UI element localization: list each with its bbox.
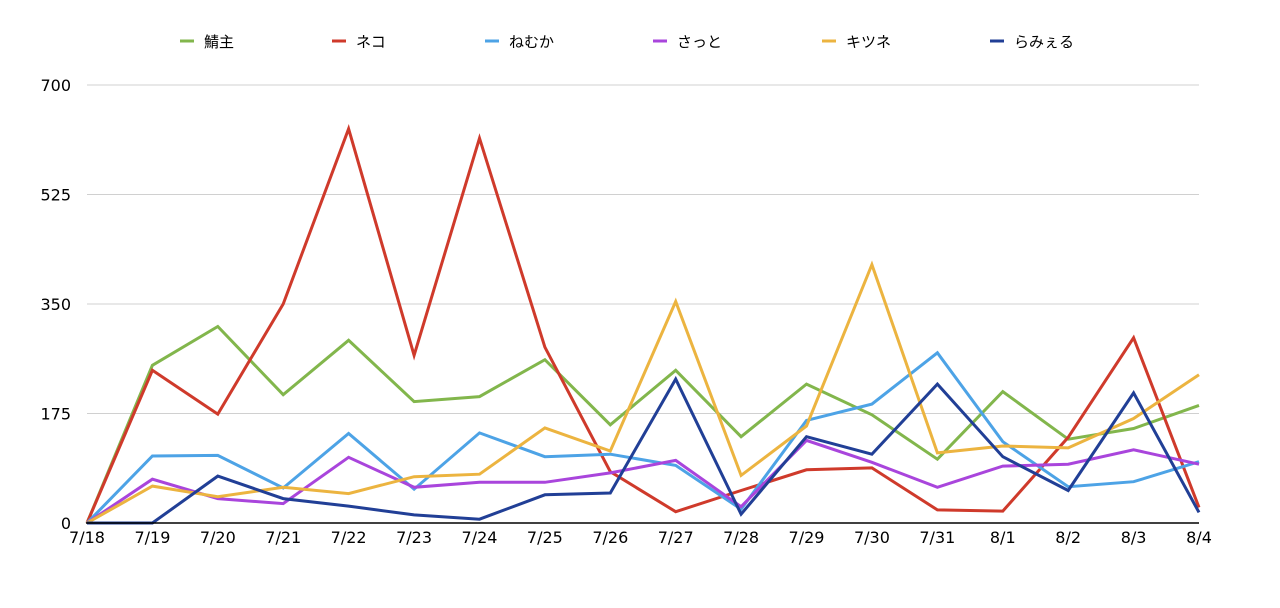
series-line-0 [85,324,1200,524]
legend-label: さっと [677,33,722,51]
x-tick-label: 7/23 [396,528,432,547]
x-tick-label: 7/19 [134,528,170,547]
legend-label: キツネ [846,33,891,51]
x-tick-label: 7/24 [462,528,498,547]
y-tick-label: 175 [40,405,71,424]
legend-label: 鯖主 [204,33,234,51]
series-line-1 [85,124,1201,524]
x-tick-label: 8/2 [1055,528,1081,547]
x-tick-label: 8/3 [1121,528,1147,547]
legend-label: ネコ [356,33,386,51]
legend: 鯖主 ネコ ねむか さっと キツネ らみぇる [180,33,1074,51]
x-tick-label: 7/20 [200,528,236,547]
x-tick-label: 8/4 [1186,528,1212,547]
x-tick-label: 7/27 [658,528,694,547]
x-tick-label: 7/31 [919,528,955,547]
x-tick-label: 7/30 [854,528,890,547]
x-tick-label: 7/21 [265,528,301,547]
grid-lines [87,84,1199,414]
x-tick-label: 7/28 [723,528,759,547]
y-tick-label: 700 [40,76,71,95]
x-tick-label: 7/29 [789,528,825,547]
x-tick-label: 7/22 [331,528,367,547]
series-line-5 [87,375,1201,525]
series-lines [85,124,1201,525]
x-tick-label: 8/1 [990,528,1016,547]
series-line-4 [86,260,1200,525]
y-tick-label: 0 [61,514,71,533]
legend-label: らみぇる [1014,33,1074,51]
y-axis-ticks: 0 175 350 525 700 [40,76,71,533]
x-axis-ticks: 7/18 7/19 7/20 7/21 7/22 7/23 7/24 7/25 7/26 7/27… [69,528,1212,547]
series-line-2 [85,350,1200,525]
legend-label: ねむか [509,33,554,51]
y-tick-label: 350 [40,295,71,314]
x-tick-label: 7/26 [592,528,628,547]
series-line-3 [86,438,1200,525]
x-tick-label: 7/18 [69,528,105,547]
y-tick-label: 525 [40,186,71,205]
x-tick-label: 7/25 [527,528,563,547]
